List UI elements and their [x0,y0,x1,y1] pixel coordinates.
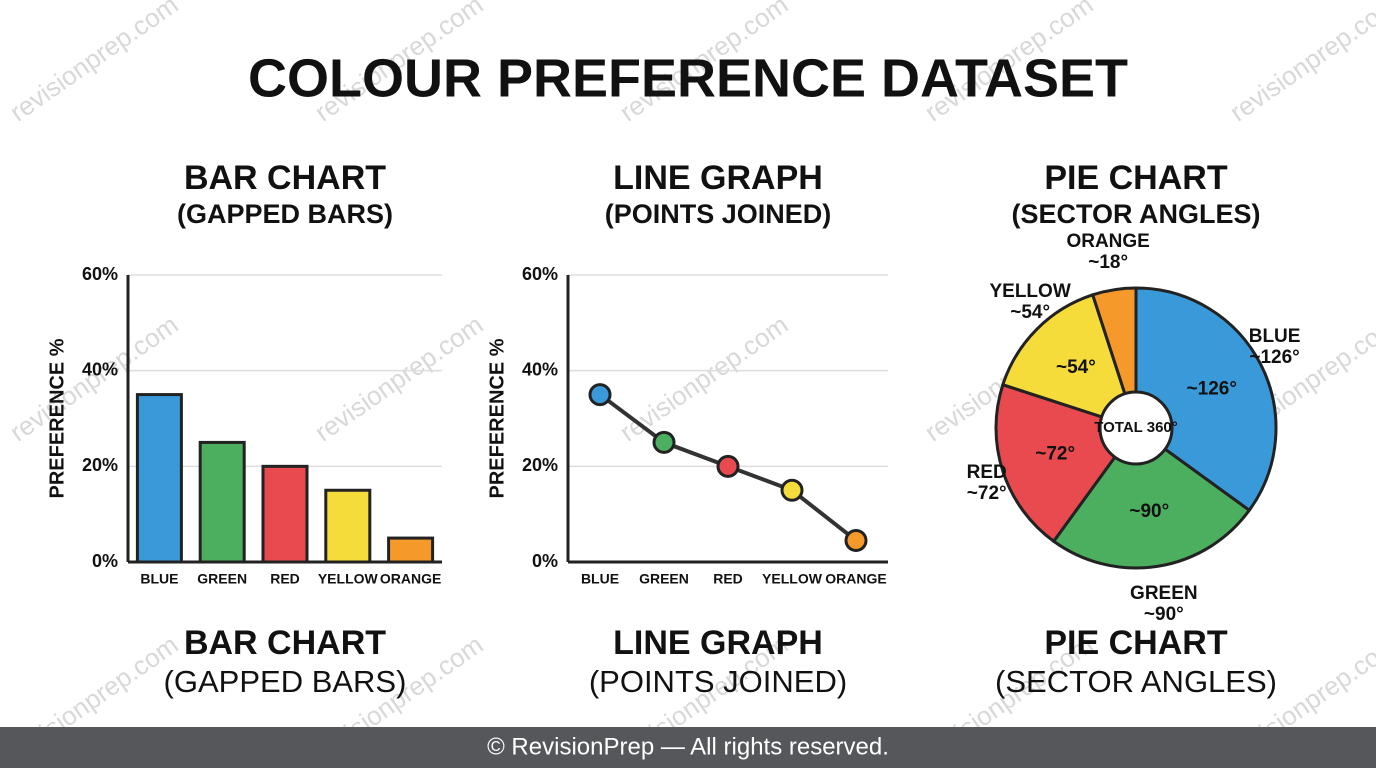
pie-sector [1134,286,1278,513]
bar [387,536,435,564]
y-axis-label: PREFERENCE % [486,338,508,498]
point [652,430,676,454]
caption-title: BAR CHART [184,624,386,662]
x-tick-label: RED [270,571,300,587]
x-tick-label: BLUE [140,571,178,587]
value-label: ~126° [1249,347,1299,368]
caption-subtitle: (SECTOR ANGLES) [995,664,1277,699]
watermark: revisionprep.com [4,0,183,127]
x-tick-label: BLUE [581,571,619,587]
caption-title: LINE GRAPH [613,624,823,662]
x-tick-label: ORANGE [825,571,886,587]
sector-label: ~54° [1056,357,1096,378]
category-label: YELLOW [989,281,1070,302]
category-label: GREEN [1130,583,1198,604]
caption-subtitle: (POINTS JOINED) [589,664,847,699]
x-tick-label: ORANGE [380,571,441,587]
y-tick-label: 0% [532,551,558,571]
caption-title: PIE CHART [1044,624,1227,662]
y-tick-label: 0% [92,551,118,571]
category-label: RED [967,462,1007,483]
x-tick-label: YELLOW [318,571,379,587]
caption-subtitle: (GAPPED BARS) [164,664,407,699]
x-tick-label: GREEN [197,571,247,587]
y-tick-label: 40% [522,359,558,379]
point [716,454,740,478]
chart-subtitle: (GAPPED BARS) [177,199,393,229]
watermark: revisionprep.com [1224,0,1376,127]
footer-bar [0,727,1376,768]
category-label: BLUE [1249,326,1301,347]
bar [324,488,372,564]
sector-label: ~72° [1035,443,1075,464]
bar [198,440,246,564]
y-axis-label: PREFERENCE % [46,338,68,498]
y-tick-label: 60% [522,264,558,284]
chart-title: LINE GRAPH [613,159,823,197]
value-label: ~54° [1010,302,1050,323]
pie-sector [1051,425,1252,570]
y-tick-label: 20% [82,455,118,475]
value-label: ~18° [1088,252,1128,273]
page-title: COLOUR PREFERENCE DATASET [248,48,1128,108]
value-label: ~72° [967,483,1007,504]
point [588,383,612,407]
y-tick-label: 40% [82,359,118,379]
footer: © RevisionPrep — All rights reserved. [487,733,889,760]
bar [135,393,183,564]
watermark: revisionprep.com [309,309,488,447]
sector-label: ~126° [1187,378,1237,399]
x-tick-label: YELLOW [762,571,823,587]
center-label: TOTAL 360° [1094,419,1178,436]
point [844,528,868,552]
chart-subtitle: (POINTS JOINED) [605,199,832,229]
pie-center [1098,390,1174,466]
x-tick-label: GREEN [639,571,689,587]
point [780,478,804,502]
chart-subtitle: (SECTOR ANGLES) [1011,199,1260,229]
category-label: ORANGE [1066,231,1149,252]
chart-title: PIE CHART [1044,159,1227,197]
value-label: ~90° [1144,604,1184,625]
y-tick-label: 20% [522,455,558,475]
chart-title: BAR CHART [184,159,386,197]
bar [261,464,309,564]
sector-label: ~90° [1129,501,1169,522]
x-tick-label: RED [713,571,743,587]
y-tick-label: 60% [82,264,118,284]
